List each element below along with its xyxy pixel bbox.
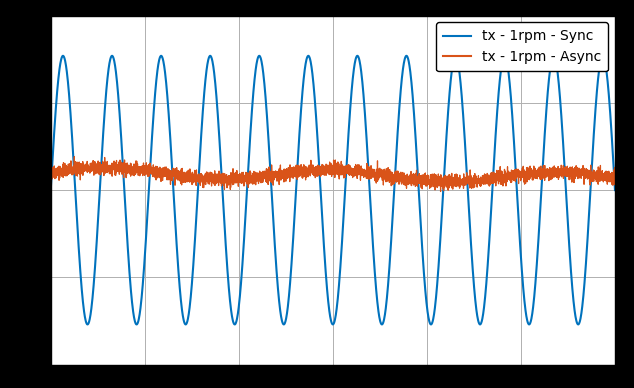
Legend: tx - 1rpm - Sync, tx - 1rpm - Async: tx - 1rpm - Sync, tx - 1rpm - Async: [436, 23, 608, 71]
Line: tx - 1rpm - Async: tx - 1rpm - Async: [51, 157, 615, 192]
tx - 1rpm - Async: [47, 169, 55, 173]
tx - 1rpm - Sync: [182, 322, 190, 327]
tx - 1rpm - Sync: [75, 258, 83, 262]
tx - 1rpm - Async: [437, 189, 444, 194]
tx - 1rpm - Async: [150, 163, 157, 167]
tx - 1rpm - Async: [511, 168, 519, 172]
tx - 1rpm - Async: [70, 154, 78, 159]
tx - 1rpm - Async: [611, 178, 619, 183]
tx - 1rpm - Sync: [611, 188, 619, 192]
tx - 1rpm - Sync: [492, 133, 500, 138]
tx - 1rpm - Sync: [595, 69, 603, 74]
tx - 1rpm - Sync: [207, 54, 214, 58]
tx - 1rpm - Sync: [595, 67, 603, 72]
tx - 1rpm - Sync: [307, 60, 314, 64]
Line: tx - 1rpm - Sync: tx - 1rpm - Sync: [51, 56, 615, 324]
tx - 1rpm - Sync: [47, 188, 55, 192]
tx - 1rpm - Sync: [322, 269, 330, 274]
tx - 1rpm - Async: [468, 185, 476, 190]
tx - 1rpm - Async: [414, 175, 422, 180]
tx - 1rpm - Async: [262, 166, 270, 171]
tx - 1rpm - Async: [385, 174, 393, 179]
